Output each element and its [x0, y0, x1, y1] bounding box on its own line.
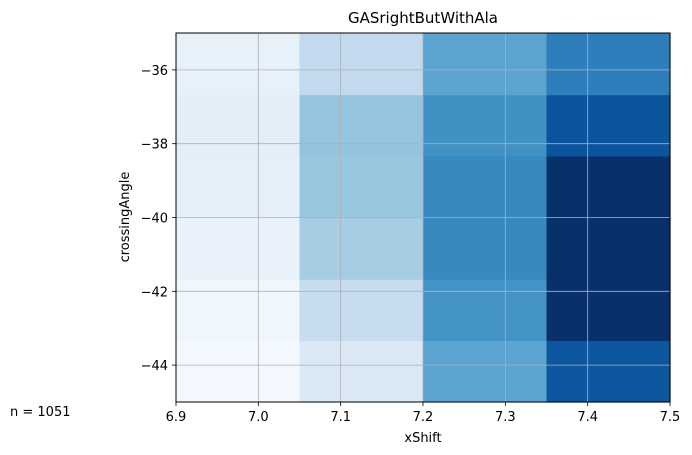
y-tick-label: −38	[141, 138, 168, 153]
x-tick-label: 6.9	[166, 410, 187, 425]
heatmap-cell	[423, 33, 548, 96]
heatmap-cell	[176, 33, 301, 96]
heatmap-cell	[299, 33, 424, 96]
heatmap-cell	[423, 155, 548, 219]
x-tick-label: 7.2	[413, 410, 434, 425]
x-tick-label: 7.0	[248, 410, 269, 425]
heatmap-cell	[423, 94, 548, 157]
heatmap-cell	[299, 94, 424, 157]
heatmap-cell	[546, 33, 671, 96]
y-tick-label: −36	[141, 64, 168, 79]
heatmap-cell	[546, 340, 671, 403]
heatmap-cell	[423, 279, 548, 341]
sample-count-note: n = 1051	[10, 405, 71, 420]
heatmap-cell	[423, 217, 548, 280]
heatmap-cell	[299, 155, 424, 219]
y-tick-label: −40	[141, 212, 168, 227]
x-axis-ticks: 6.9 7.0 7.1 7.2 7.3 7.4 7.5	[166, 402, 681, 425]
heatmap-cell	[176, 279, 301, 341]
x-tick-label: 7.5	[660, 410, 681, 425]
heatmap-cell	[546, 279, 671, 341]
heatmap-cell	[176, 217, 301, 280]
y-axis-label: crossingAngle	[118, 172, 133, 263]
x-tick-label: 7.3	[495, 410, 516, 425]
heatmap-cell	[546, 155, 671, 219]
chart-title: GASrightButWithAla	[348, 9, 498, 27]
y-tick-label: −42	[141, 285, 168, 300]
heatmap-cells	[176, 33, 671, 403]
heatmap-cell	[176, 340, 301, 403]
heatmap-cell	[546, 217, 671, 280]
heatmap-cell	[299, 279, 424, 341]
x-axis-label: xShift	[404, 431, 441, 446]
heatmap-cell	[423, 340, 548, 403]
heatmap-cell	[299, 340, 424, 403]
y-tick-label: −44	[141, 359, 168, 374]
x-tick-label: 7.4	[577, 410, 598, 425]
y-axis-ticks: −44 −42 −40 −38 −36	[141, 64, 176, 374]
heatmap-cell	[176, 155, 301, 219]
heatmap-cell	[299, 217, 424, 280]
heatmap-cell	[176, 94, 301, 157]
heatmap-cell	[546, 94, 671, 157]
x-tick-label: 7.1	[330, 410, 351, 425]
